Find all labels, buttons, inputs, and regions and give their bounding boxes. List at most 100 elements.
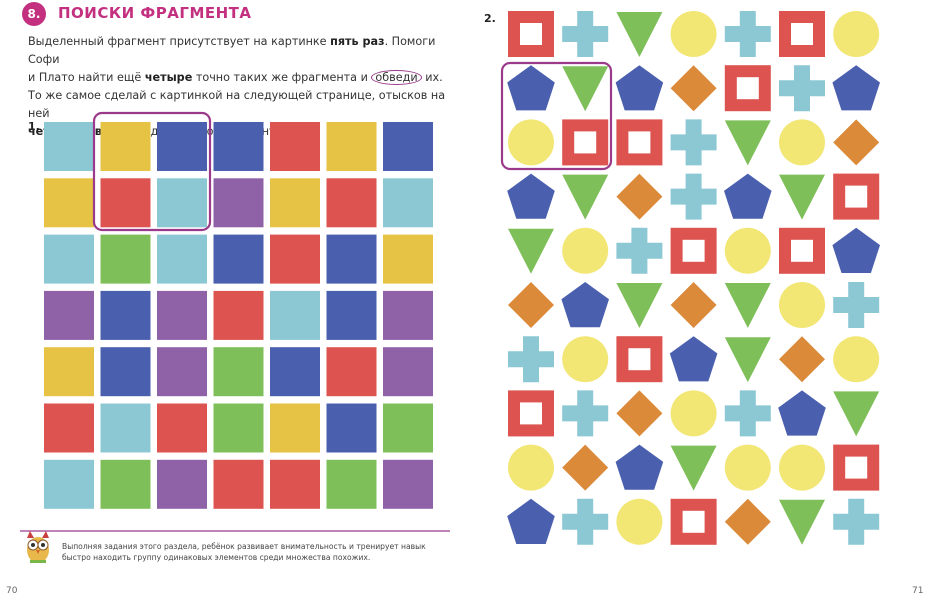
- shape: [508, 336, 554, 383]
- shape: [628, 348, 651, 371]
- shape: [562, 336, 609, 383]
- shape: [326, 122, 377, 171]
- shape: [562, 174, 609, 220]
- shape: [779, 119, 825, 166]
- shape: [213, 459, 264, 509]
- shape: [779, 444, 825, 491]
- shape: [791, 23, 813, 45]
- shape: [670, 65, 717, 112]
- shape: [270, 403, 320, 453]
- shape: [562, 227, 609, 274]
- shape: [832, 65, 880, 111]
- shape: [270, 290, 320, 340]
- text-run: пять раз: [330, 35, 385, 48]
- page-number: 70: [6, 586, 18, 596]
- shape: [326, 459, 377, 509]
- shape: [44, 290, 94, 340]
- shape: [44, 459, 94, 509]
- shape: [270, 234, 320, 284]
- shape: [616, 283, 663, 328]
- shape: [520, 23, 542, 45]
- highlight-frame: [92, 111, 212, 232]
- shape: [778, 390, 826, 436]
- shape: [670, 11, 717, 57]
- shape: [724, 390, 771, 437]
- shape: [508, 282, 554, 328]
- shape: [724, 444, 771, 491]
- shape: [724, 283, 771, 328]
- text-run: Выделенный фрагмент присутствует на карт…: [28, 35, 331, 48]
- shape: [213, 403, 264, 453]
- color-grid: [44, 122, 433, 509]
- task-label: 1.: [28, 120, 40, 133]
- shape: [779, 336, 825, 383]
- shape: [383, 234, 433, 284]
- shape: [157, 290, 207, 340]
- shape: [270, 459, 320, 509]
- text-run: обведи: [371, 70, 422, 85]
- shape: [833, 11, 880, 57]
- text-run: . Помоги Софи: [28, 35, 436, 66]
- shape: [670, 119, 717, 166]
- section-number: 8.: [22, 2, 46, 26]
- shape: [779, 282, 825, 328]
- text-run: их.: [421, 71, 443, 84]
- shape: [100, 234, 151, 284]
- shape: [724, 120, 771, 166]
- shape: [670, 173, 717, 220]
- shape: [44, 122, 94, 171]
- text-run: То же самое сделай с картинкой на следую…: [28, 89, 446, 120]
- page-number: 71: [912, 586, 924, 596]
- shape: [213, 290, 264, 340]
- shape: [520, 402, 542, 425]
- highlight-frame: [500, 61, 613, 171]
- instructions: Выделенный фрагмент присутствует на карт…: [28, 33, 448, 141]
- shape: [508, 228, 554, 274]
- shape: [845, 456, 868, 479]
- shape: [682, 510, 705, 533]
- shape: [561, 282, 609, 328]
- shape: [669, 336, 718, 382]
- shape: [383, 178, 433, 228]
- shape: [779, 499, 825, 545]
- shape: [157, 459, 207, 509]
- shape: [100, 290, 151, 340]
- shape: [157, 122, 207, 171]
- shape: [508, 444, 554, 491]
- shape: [724, 498, 771, 545]
- shape: [616, 390, 663, 437]
- shape: [270, 178, 320, 228]
- shape: [44, 347, 94, 397]
- shape: [100, 459, 151, 509]
- shape: [213, 122, 264, 171]
- shape: [616, 227, 663, 274]
- shape: [383, 459, 433, 509]
- shape: [213, 234, 264, 284]
- shape: [157, 403, 207, 453]
- shape: [670, 445, 717, 491]
- text-run: четыре: [144, 71, 193, 84]
- shape: [383, 403, 433, 453]
- shape: [628, 131, 651, 154]
- shape: [615, 444, 664, 490]
- shape: [779, 174, 825, 220]
- shape: [724, 337, 771, 383]
- shape: [724, 173, 772, 219]
- shape: [44, 178, 94, 228]
- shape: [670, 390, 717, 437]
- shape: [616, 498, 663, 545]
- shape: [326, 178, 377, 228]
- shape: [682, 239, 705, 262]
- shape: [326, 347, 377, 397]
- shape: [562, 444, 609, 491]
- shape: [779, 65, 825, 112]
- shape: [562, 390, 609, 437]
- shape: [507, 65, 555, 111]
- shape: [574, 131, 597, 154]
- shape: [845, 185, 868, 208]
- shape: [616, 173, 663, 220]
- task-label: 2.: [484, 12, 496, 25]
- shape: [383, 122, 433, 171]
- shape: [100, 178, 151, 228]
